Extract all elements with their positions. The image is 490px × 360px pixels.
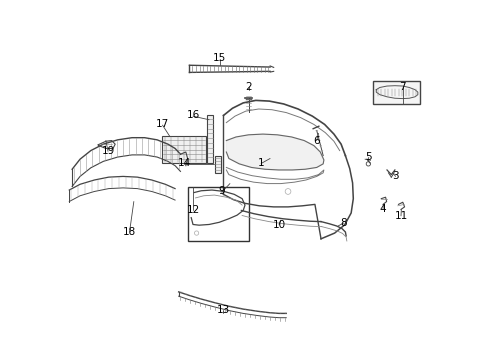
Bar <box>215 156 220 173</box>
Text: 13: 13 <box>217 305 230 315</box>
Text: 15: 15 <box>213 53 226 63</box>
Text: 17: 17 <box>156 120 169 129</box>
Polygon shape <box>226 134 324 170</box>
Text: 16: 16 <box>186 111 199 121</box>
Text: 3: 3 <box>392 171 399 181</box>
Text: 6: 6 <box>314 136 320 145</box>
Text: 14: 14 <box>177 158 191 168</box>
Bar <box>207 116 214 163</box>
Text: 10: 10 <box>272 220 286 230</box>
Text: 9: 9 <box>219 186 225 197</box>
Text: 12: 12 <box>186 206 199 216</box>
Text: 8: 8 <box>341 218 347 228</box>
Bar <box>188 187 248 241</box>
Bar <box>373 81 420 104</box>
Text: 7: 7 <box>399 82 406 92</box>
Text: 4: 4 <box>380 204 387 214</box>
Text: 18: 18 <box>123 227 136 237</box>
Text: 2: 2 <box>245 82 252 92</box>
Text: 19: 19 <box>101 145 115 156</box>
Bar <box>162 136 205 163</box>
Text: 5: 5 <box>366 152 372 162</box>
Text: 1: 1 <box>258 158 265 168</box>
Text: 11: 11 <box>394 211 408 221</box>
